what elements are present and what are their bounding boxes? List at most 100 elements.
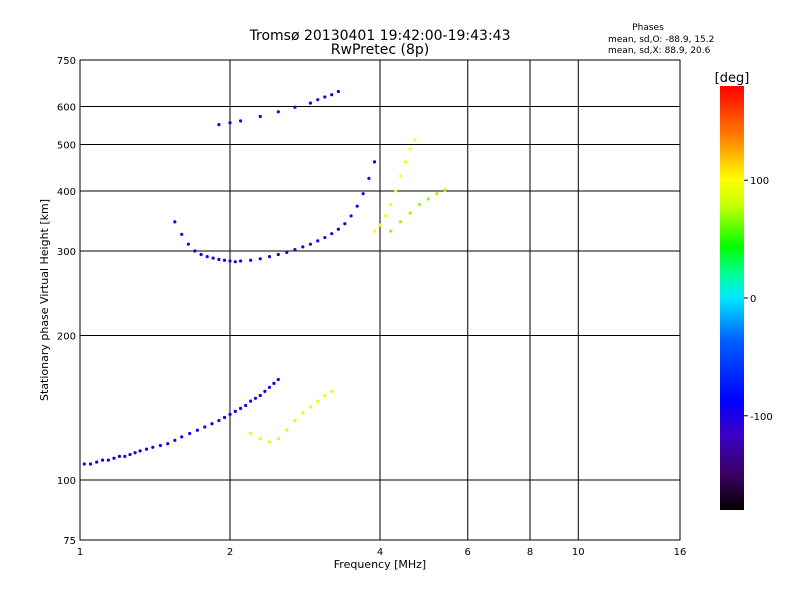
data-point <box>258 257 262 261</box>
colorbar-label: [deg] <box>715 71 750 86</box>
data-point <box>323 393 327 398</box>
x-axis-ticks: 1 2 4 6 8 10 16 <box>77 547 687 558</box>
data-point <box>249 431 253 436</box>
data-point <box>276 252 280 257</box>
data-point <box>399 220 403 224</box>
colorbar-gradient <box>720 86 744 510</box>
data-point <box>276 110 280 114</box>
data-point <box>336 89 340 94</box>
data-point <box>217 123 221 127</box>
data-point <box>388 229 393 233</box>
series-points <box>249 389 334 444</box>
y-tick-label: 400 <box>57 187 76 198</box>
x-tick-label: 2 <box>227 547 233 558</box>
data-point <box>249 399 253 403</box>
data-point <box>88 462 93 466</box>
x-tick-label: 4 <box>377 547 383 558</box>
data-point <box>330 232 334 236</box>
data-point <box>106 458 110 462</box>
data-point <box>349 214 353 218</box>
legend-line-x: mean, sd,X: 88.9, 20.6 <box>608 46 711 56</box>
data-point <box>316 239 320 243</box>
data-point <box>210 422 214 426</box>
data-point <box>330 389 334 393</box>
data-point <box>408 211 412 215</box>
data-point <box>308 101 313 105</box>
data-point <box>123 454 127 459</box>
data-point <box>205 255 209 259</box>
data-point <box>330 93 334 97</box>
data-point <box>133 451 137 455</box>
x-tick-label: 8 <box>527 547 533 558</box>
data-point <box>267 385 272 389</box>
y-tick-label: 200 <box>57 332 76 343</box>
data-point <box>372 160 377 164</box>
colorbar-tick-label: -100 <box>750 412 773 423</box>
data-point <box>249 258 253 262</box>
data-point <box>228 412 232 417</box>
data-point <box>166 442 170 446</box>
x-tick-label: 1 <box>77 547 83 558</box>
legend-title: Phases <box>632 23 664 33</box>
series-points <box>372 138 417 233</box>
x-tick-label: 6 <box>465 547 471 558</box>
grid-lines <box>80 60 680 540</box>
data-point <box>367 176 371 181</box>
data-point <box>293 248 297 252</box>
x-axis-label: Frequency [MHz] <box>334 558 426 571</box>
data-point <box>267 255 272 259</box>
data-point <box>308 242 313 246</box>
data-point <box>144 447 149 451</box>
data-point <box>394 189 398 193</box>
phase-legend: Phases mean, sd,O: -88.9, 15.2 mean, sd,… <box>608 23 714 56</box>
data-point <box>316 98 320 102</box>
y-tick-label: 600 <box>57 103 76 114</box>
data-point <box>426 197 430 201</box>
data-point <box>100 458 105 462</box>
data-point <box>95 460 99 464</box>
data-point <box>293 418 297 423</box>
data-points <box>82 89 447 466</box>
data-point <box>417 202 422 207</box>
y-axis-label: Stationary phase Virtual Height [km] <box>38 199 51 401</box>
data-point <box>323 95 327 99</box>
data-point <box>258 393 262 398</box>
data-point <box>323 235 327 240</box>
data-point <box>372 229 377 233</box>
data-point <box>276 377 280 382</box>
data-point <box>272 381 276 385</box>
y-tick-label: 500 <box>57 141 76 152</box>
series-points <box>388 188 447 233</box>
data-point <box>293 105 297 109</box>
legend-line-o: mean, sd,O: -88.9, 15.2 <box>608 35 714 45</box>
data-point <box>112 456 116 460</box>
data-point <box>336 227 340 231</box>
data-point <box>435 192 439 196</box>
data-point <box>263 389 267 393</box>
y-tick-label: 750 <box>57 56 76 67</box>
y-tick-label: 300 <box>57 247 76 258</box>
data-point <box>180 232 184 236</box>
chart-title: Tromsø 20130401 19:42:00-19:43:43 <box>249 28 511 44</box>
data-point <box>117 454 122 459</box>
data-point <box>158 443 163 448</box>
data-point <box>244 403 248 408</box>
data-point <box>211 256 215 260</box>
data-point <box>228 259 232 263</box>
y-tick-label: 100 <box>57 476 76 487</box>
data-point <box>151 445 155 449</box>
chart-subtitle: RwPretec (8p) <box>331 42 429 58</box>
data-point <box>399 174 403 178</box>
data-point <box>188 431 192 436</box>
data-point <box>301 245 305 249</box>
data-point <box>233 260 237 264</box>
data-point <box>253 396 258 400</box>
data-point <box>203 425 207 429</box>
data-point <box>238 259 243 263</box>
data-point <box>258 114 262 119</box>
data-point <box>267 440 272 444</box>
data-point <box>180 435 184 439</box>
data-point <box>199 252 203 257</box>
data-point <box>186 242 190 246</box>
